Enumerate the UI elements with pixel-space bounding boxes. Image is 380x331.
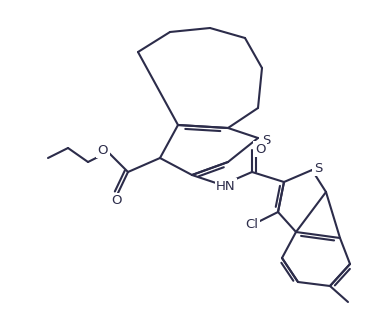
Text: O: O [98, 144, 108, 157]
Text: S: S [262, 133, 270, 147]
Text: Cl: Cl [245, 217, 258, 230]
Text: HN: HN [216, 179, 236, 193]
Text: S: S [314, 162, 322, 174]
Text: O: O [255, 143, 265, 156]
Text: O: O [111, 195, 121, 208]
